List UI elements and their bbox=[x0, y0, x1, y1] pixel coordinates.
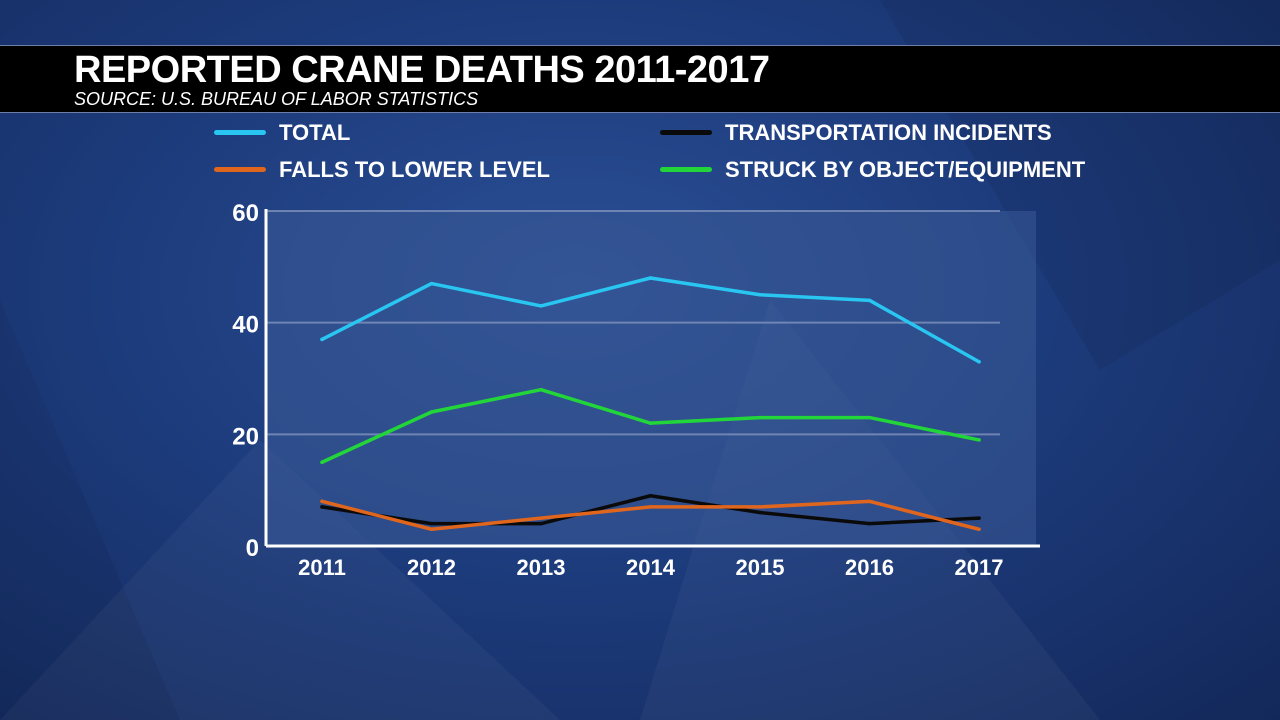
data-point-transportation bbox=[977, 516, 981, 520]
x-tick-label: 2016 bbox=[845, 555, 894, 580]
legend-swatch-transportation bbox=[660, 130, 712, 135]
data-point-total bbox=[539, 304, 543, 308]
data-point-struck bbox=[867, 415, 872, 420]
data-point-falls bbox=[867, 499, 872, 504]
data-point-struck bbox=[320, 460, 324, 464]
y-tick-label: 60 bbox=[232, 200, 259, 227]
data-point-falls bbox=[977, 527, 981, 531]
x-tick-label: 2014 bbox=[626, 555, 676, 580]
data-point-struck bbox=[977, 438, 981, 442]
data-point-total bbox=[429, 281, 434, 286]
x-tick-label: 2013 bbox=[517, 555, 566, 580]
data-point-transportation bbox=[320, 505, 324, 509]
legend-label-total: TOTAL bbox=[279, 120, 351, 145]
data-point-total bbox=[977, 360, 981, 364]
data-point-falls bbox=[539, 516, 543, 520]
legend-swatch-total bbox=[214, 130, 266, 135]
data-point-total bbox=[758, 293, 762, 297]
chart-source: SOURCE: U.S. BUREAU OF LABOR STATISTICS bbox=[74, 89, 479, 109]
y-tick-label: 0 bbox=[246, 535, 259, 562]
legend-swatch-falls bbox=[214, 167, 266, 172]
legend-swatch-struck bbox=[660, 167, 712, 172]
data-point-struck bbox=[539, 387, 543, 392]
x-tick-label: 2012 bbox=[407, 555, 456, 580]
data-point-transportation bbox=[758, 510, 762, 515]
y-tick-label: 40 bbox=[232, 312, 259, 339]
x-tick-label: 2011 bbox=[298, 555, 346, 580]
data-point-transportation bbox=[429, 521, 434, 526]
data-point-struck bbox=[429, 410, 434, 414]
data-point-transportation bbox=[648, 494, 653, 498]
data-point-struck bbox=[648, 421, 653, 425]
plot-area bbox=[266, 211, 1036, 546]
x-tick-label: 2017 bbox=[955, 555, 1004, 580]
data-point-total bbox=[320, 337, 324, 342]
chart-title: REPORTED CRANE DEATHS 2011-2017 bbox=[74, 49, 770, 91]
legend-label-falls: FALLS TO LOWER LEVEL bbox=[279, 157, 550, 182]
y-tick-label: 20 bbox=[232, 423, 259, 450]
data-point-total bbox=[648, 276, 653, 280]
legend-label-transportation: TRANSPORTATION INCIDENTS bbox=[725, 120, 1052, 145]
data-point-total bbox=[867, 298, 872, 303]
legend-label-struck: STRUCK BY OBJECT/EQUIPMENT bbox=[725, 157, 1086, 182]
title-bar: REPORTED CRANE DEATHS 2011-2017 SOURCE: … bbox=[0, 45, 1280, 113]
data-point-struck bbox=[758, 415, 762, 420]
data-point-falls bbox=[758, 505, 762, 509]
data-point-falls bbox=[429, 527, 434, 531]
data-point-falls bbox=[648, 505, 653, 509]
data-point-transportation bbox=[867, 521, 872, 526]
data-point-transportation bbox=[539, 521, 543, 526]
data-point-falls bbox=[320, 499, 324, 504]
x-tick-label: 2015 bbox=[736, 555, 785, 580]
